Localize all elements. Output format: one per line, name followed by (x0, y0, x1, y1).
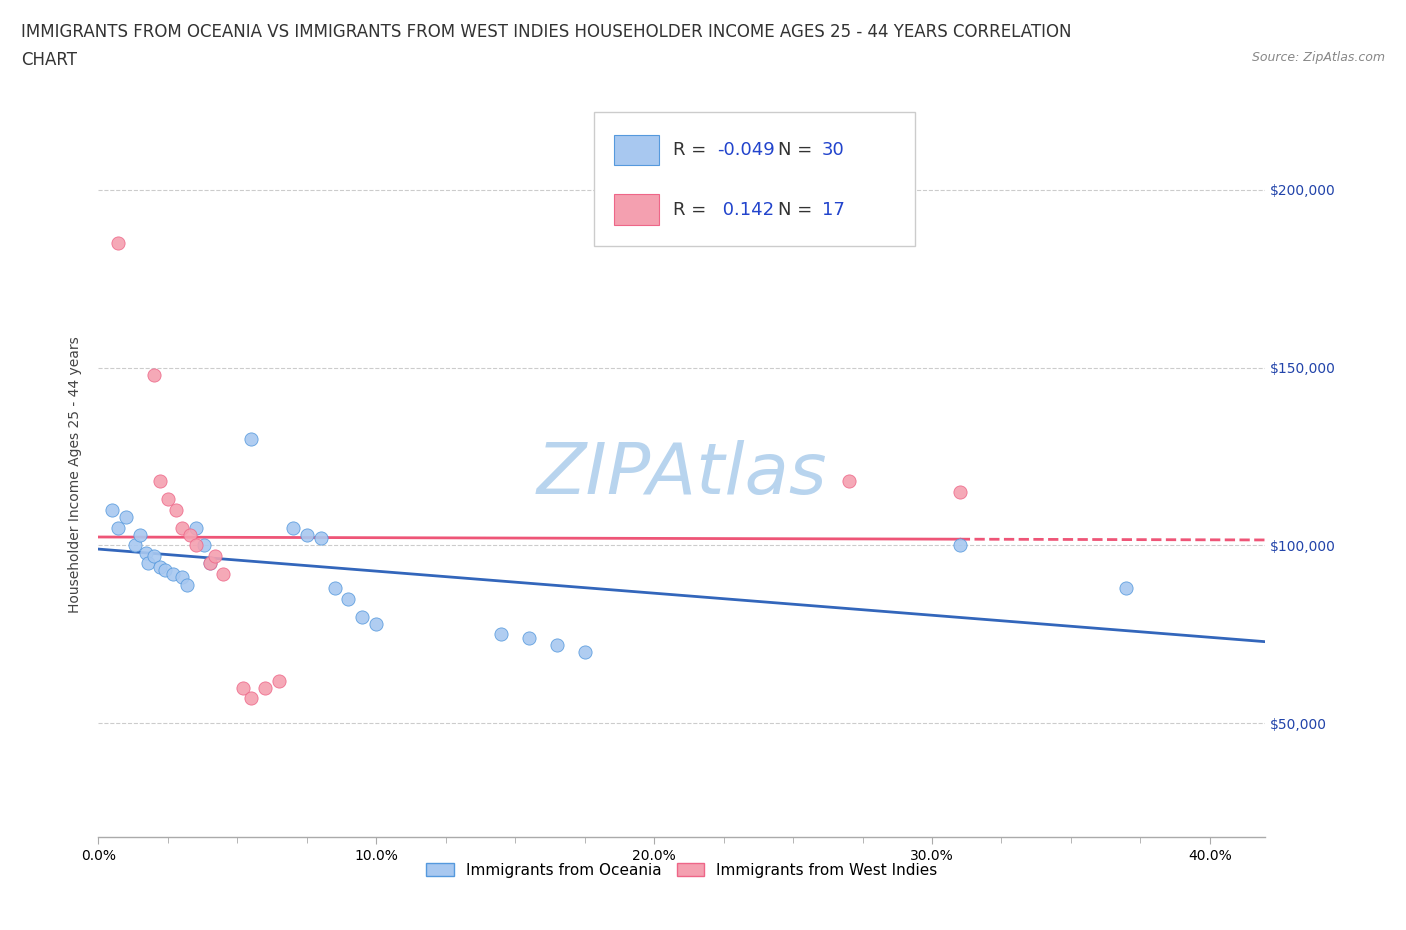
FancyBboxPatch shape (595, 112, 915, 246)
Point (366, 617, 388, 631)
Point (309, 531, 332, 546)
Point (352, 609, 374, 624)
Point (101, 502, 124, 517)
Point (135, 545, 157, 560)
Point (162, 566, 184, 581)
Point (138, 556, 160, 571)
Point (165, 502, 187, 517)
Point (148, 559, 170, 574)
Point (153, 563, 176, 578)
Point (129, 527, 152, 542)
Point (204, 549, 226, 564)
Point (491, 627, 513, 642)
Point (212, 566, 235, 581)
Text: 30: 30 (823, 141, 845, 159)
Point (254, 680, 277, 695)
Point (838, 474, 860, 489)
Text: 17: 17 (823, 201, 845, 219)
Text: R =: R = (672, 201, 711, 219)
Point (240, 691, 263, 706)
Point (170, 570, 193, 585)
Point (193, 538, 215, 552)
Point (179, 527, 201, 542)
Point (323, 580, 346, 595)
Point (295, 527, 318, 542)
Point (156, 492, 179, 507)
Point (148, 474, 170, 489)
Text: R =: R = (672, 141, 711, 159)
Text: 0.142: 0.142 (717, 201, 775, 219)
Legend: Immigrants from Oceania, Immigrants from West Indies: Immigrants from Oceania, Immigrants from… (420, 857, 943, 884)
FancyBboxPatch shape (614, 135, 658, 166)
Point (107, 520, 129, 535)
Text: N =: N = (778, 201, 818, 219)
Point (143, 549, 166, 564)
Text: -0.049: -0.049 (717, 141, 775, 159)
Point (949, 538, 972, 552)
Point (184, 538, 207, 552)
Text: ZIPAtlas: ZIPAtlas (537, 440, 827, 509)
Y-axis label: Householder Income Ages 25 - 44 years: Householder Income Ages 25 - 44 years (69, 336, 83, 613)
Point (337, 591, 360, 606)
Point (240, 432, 263, 446)
Point (517, 631, 540, 645)
Text: Source: ZipAtlas.com: Source: ZipAtlas.com (1251, 51, 1385, 64)
Point (115, 510, 138, 525)
Point (107, 235, 129, 250)
Point (176, 578, 198, 592)
FancyBboxPatch shape (614, 194, 658, 225)
Point (1115, 580, 1137, 595)
Point (574, 644, 596, 659)
Text: CHART: CHART (21, 51, 77, 69)
Point (198, 556, 221, 571)
Text: IMMIGRANTS FROM OCEANIA VS IMMIGRANTS FROM WEST INDIES HOUSEHOLDER INCOME AGES 2: IMMIGRANTS FROM OCEANIA VS IMMIGRANTS FR… (21, 23, 1071, 41)
Point (281, 520, 304, 535)
Point (124, 538, 146, 552)
Text: N =: N = (778, 141, 818, 159)
Point (170, 520, 193, 535)
Point (198, 556, 221, 571)
Point (267, 673, 290, 688)
Point (143, 367, 166, 382)
Point (546, 638, 568, 653)
Point (184, 520, 207, 535)
Point (232, 680, 254, 695)
Point (949, 485, 972, 499)
